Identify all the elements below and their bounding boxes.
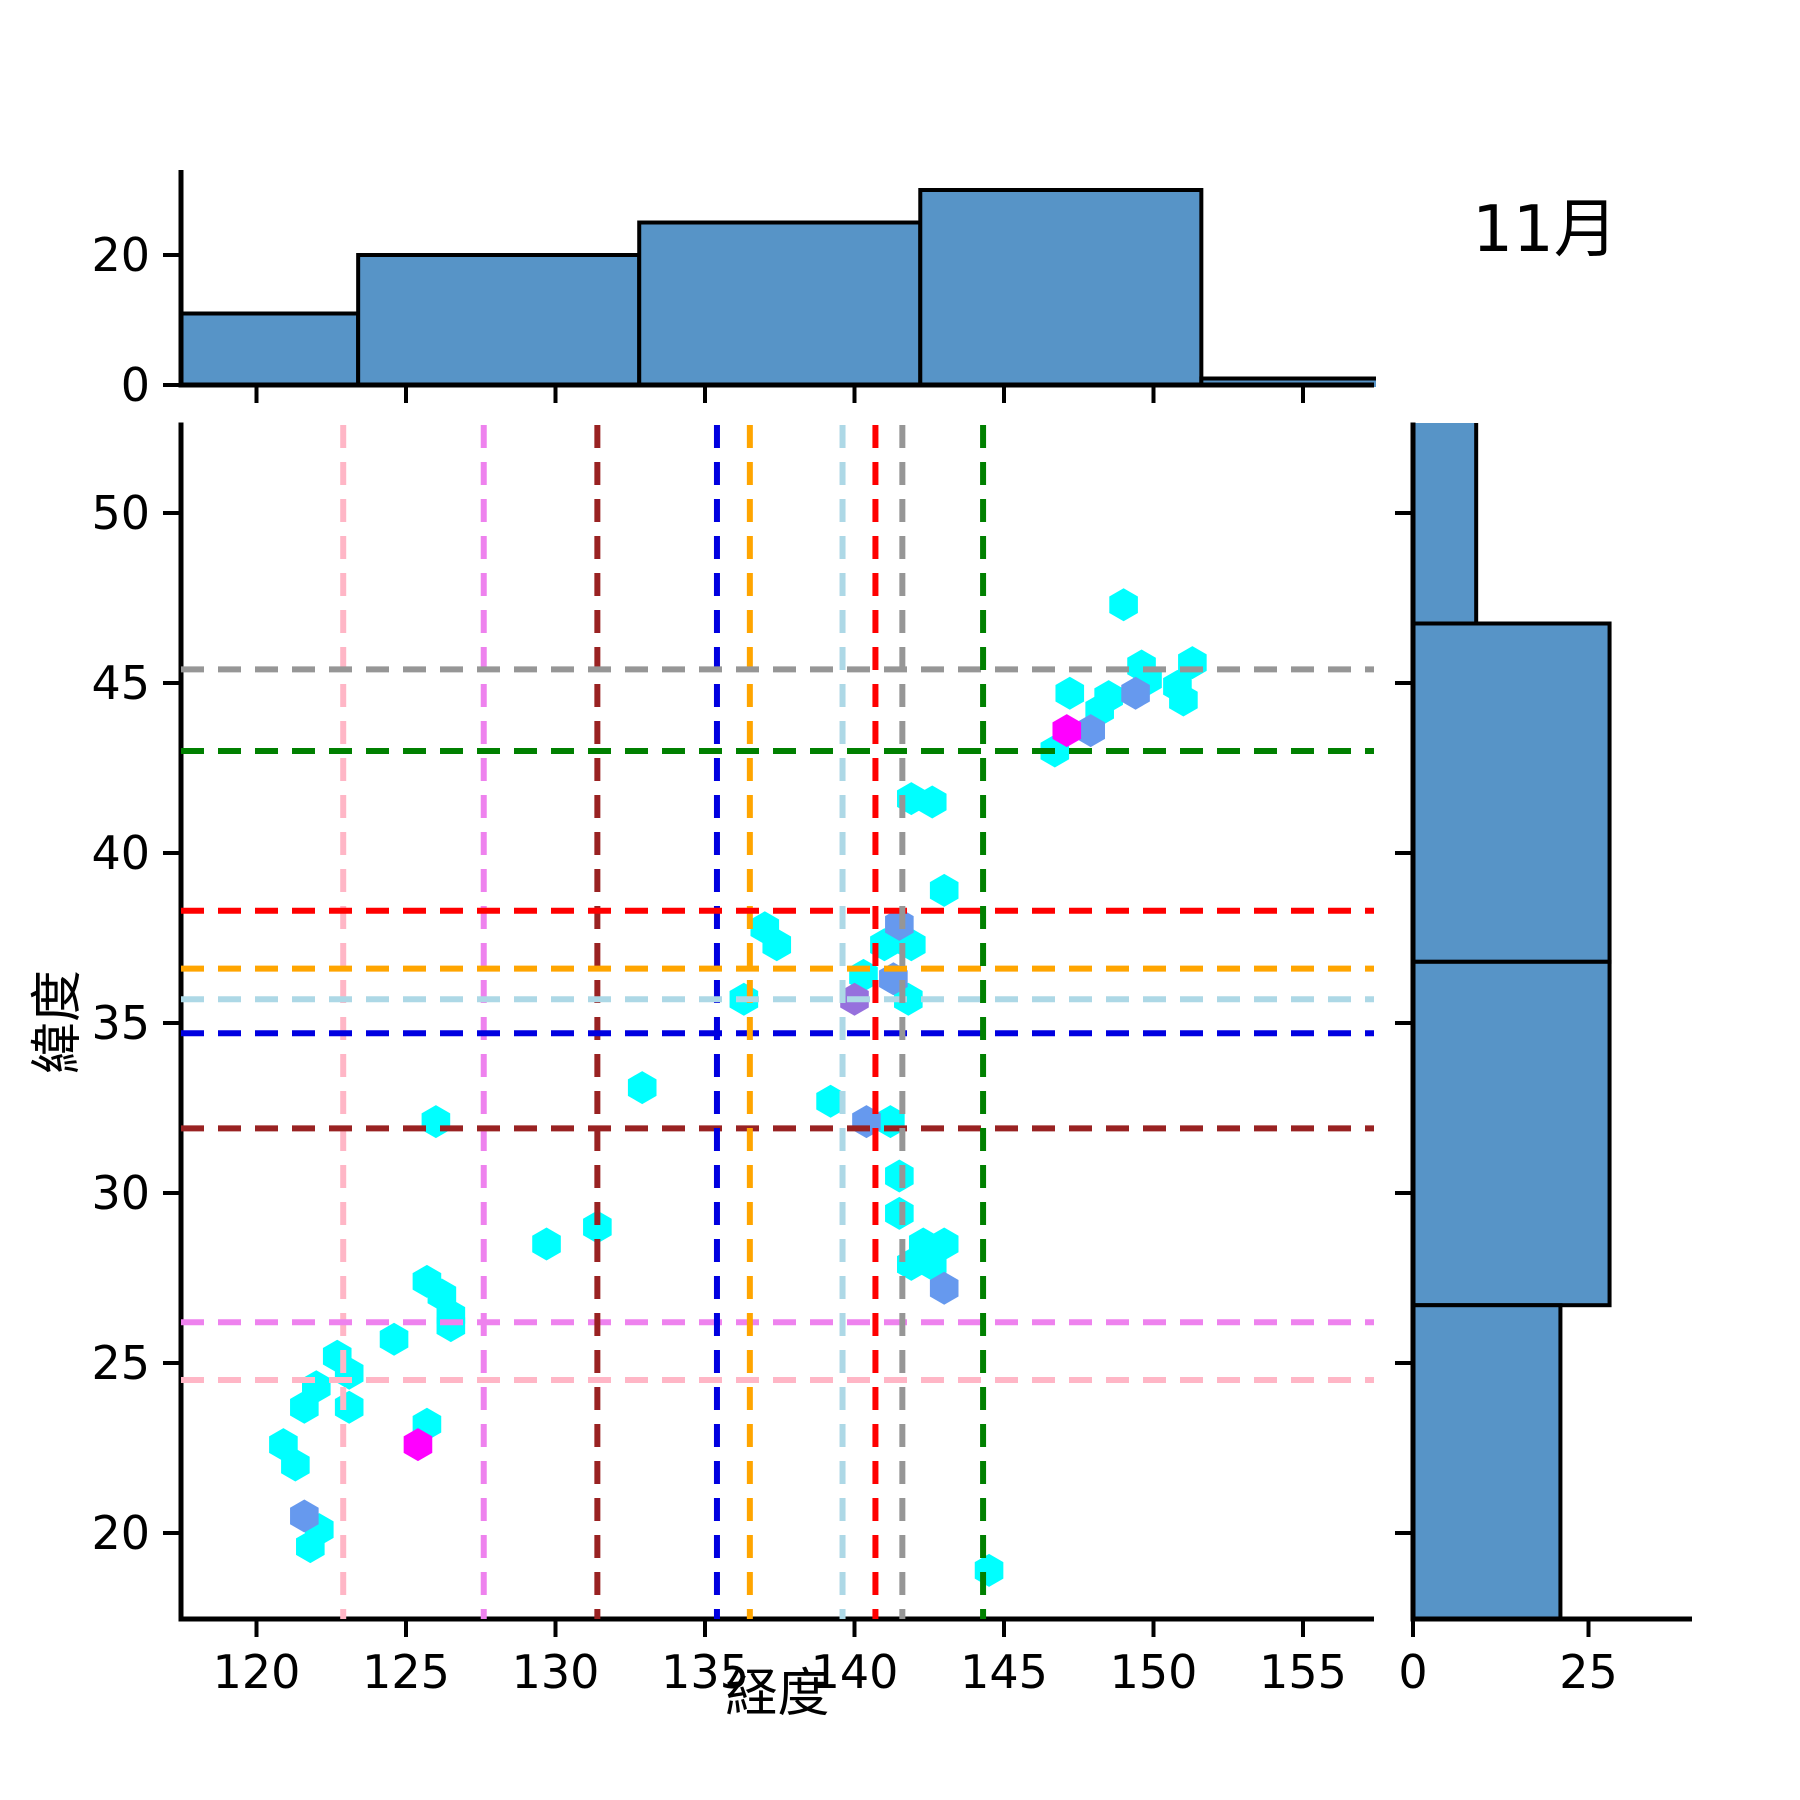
track-points-cyan	[532, 1227, 561, 1261]
x-tick-label: 145	[960, 1645, 1048, 1699]
track-points-cyan	[1094, 680, 1123, 714]
x-tick-label: 130	[512, 1645, 600, 1699]
top-hist-bar	[356, 253, 642, 387]
track-points-blue	[1076, 714, 1106, 748]
track-points-blue	[929, 1271, 959, 1305]
y-tick-label: 25	[91, 1336, 150, 1390]
track-points-magenta	[403, 1428, 433, 1462]
x-tick-label: 125	[362, 1645, 450, 1699]
track-points-cyan	[1109, 588, 1138, 622]
y-axis-label: 緯度	[28, 969, 88, 1075]
track-points-cyan	[436, 1309, 466, 1343]
track-points-cyan	[974, 1553, 1004, 1587]
x-axis-label: 経度	[725, 1664, 830, 1724]
y-tick-label: 30	[91, 1166, 150, 1220]
track-points-cyan	[296, 1530, 325, 1564]
x-tick-label: 120	[213, 1645, 301, 1699]
x-tick-label: 140	[811, 1645, 899, 1699]
top-hist-bar	[637, 220, 923, 387]
track-points-cyan	[929, 873, 959, 907]
y-tick-label: 50	[91, 486, 150, 540]
right-hist-bar	[1411, 621, 1612, 964]
track-points-cyan	[627, 1071, 657, 1105]
track-points-cyan	[281, 1448, 310, 1482]
track-points-cyan	[583, 1210, 612, 1244]
top-hist-bar	[918, 188, 1204, 387]
track-points-blue	[290, 1499, 319, 1533]
track-points-cyan	[1055, 676, 1085, 710]
right-hist-bar	[1411, 1303, 1563, 1620]
track-points-blue	[1121, 676, 1150, 710]
track-points-cyan	[334, 1390, 364, 1424]
track-points-cyan	[762, 928, 792, 962]
track-points-cyan	[917, 1247, 947, 1281]
top-hist-y-tick-label: 20	[91, 228, 150, 282]
chart-title: 11月	[1472, 193, 1618, 267]
x-tick-label: 135	[661, 1645, 749, 1699]
track-points-magenta	[1052, 714, 1082, 748]
right-hist-x-tick-label: 0	[1398, 1645, 1427, 1699]
x-tick-label: 155	[1259, 1645, 1347, 1699]
y-tick-label: 40	[91, 826, 150, 880]
track-points-cyan	[290, 1390, 319, 1424]
y-tick-label: 20	[91, 1506, 150, 1560]
right-hist-x-tick-label: 25	[1559, 1645, 1618, 1699]
track-points-cyan	[917, 785, 947, 819]
track-points-cyan	[379, 1322, 409, 1356]
right-hist-bar	[1411, 423, 1479, 626]
track-points-cyan	[421, 1105, 451, 1139]
y-tick-label: 45	[91, 656, 150, 710]
top-hist-y-tick-label: 0	[121, 358, 150, 412]
right-hist-bar	[1411, 959, 1612, 1308]
x-tick-label: 150	[1110, 1645, 1198, 1699]
track-points-cyan	[1169, 683, 1198, 717]
track-points-cyan	[816, 1084, 845, 1118]
top-hist-bar	[179, 311, 361, 387]
y-tick-label: 35	[91, 996, 150, 1050]
